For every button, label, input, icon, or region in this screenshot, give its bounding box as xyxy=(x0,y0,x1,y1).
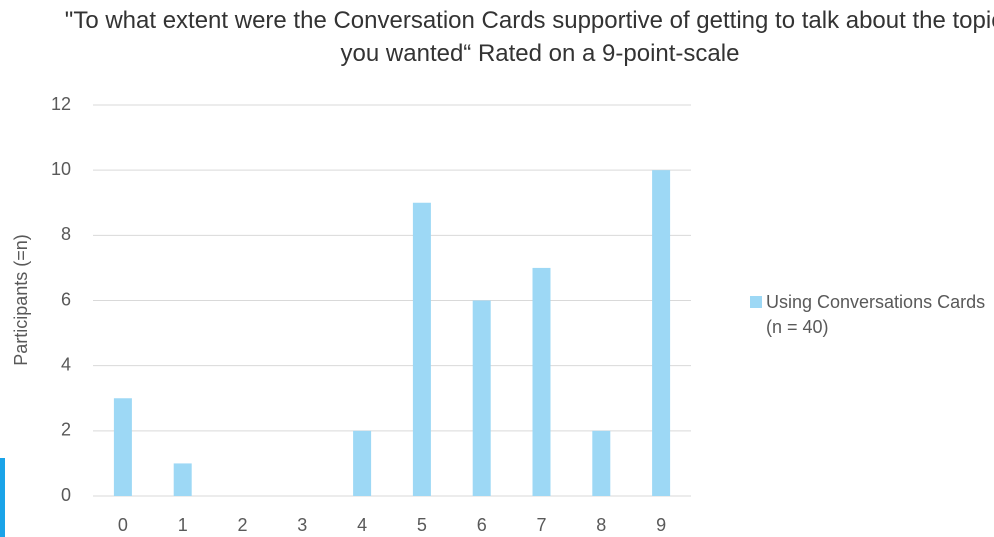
x-tick-label: 6 xyxy=(477,515,487,535)
y-tick-label: 12 xyxy=(51,94,71,114)
x-tick-label: 2 xyxy=(237,515,247,535)
y-tick-label: 8 xyxy=(61,224,71,244)
x-tick-label: 3 xyxy=(297,515,307,535)
bar xyxy=(472,300,491,496)
legend-swatch xyxy=(750,296,762,308)
side-strip xyxy=(0,458,5,537)
y-tick-label: 6 xyxy=(61,289,71,309)
chart-title: "To what extent were the Conversation Ca… xyxy=(64,7,994,67)
bar xyxy=(592,430,611,496)
legend-label: Using Conversations Cards (n = 40) xyxy=(766,292,986,337)
bar xyxy=(532,267,551,496)
bar xyxy=(652,170,671,496)
bar xyxy=(353,430,372,496)
bar xyxy=(173,463,192,496)
y-tick-label: 10 xyxy=(51,159,71,179)
x-tick-label: 4 xyxy=(357,515,367,535)
y-tick-label: 4 xyxy=(61,354,71,374)
x-tick-label: 1 xyxy=(178,515,188,535)
y-tick-label: 0 xyxy=(61,485,71,505)
bar xyxy=(113,398,132,496)
x-tick-label: 0 xyxy=(118,515,128,535)
x-tick-label: 7 xyxy=(536,515,546,535)
bar xyxy=(412,202,431,496)
legend: Using Conversations Cards (n = 40) xyxy=(750,290,990,340)
y-tick-label: 2 xyxy=(61,420,71,440)
x-tick-label: 5 xyxy=(417,515,427,535)
y-axis-label: Participants (=n) xyxy=(11,234,31,366)
x-tick-label: 9 xyxy=(656,515,666,535)
x-tick-label: 8 xyxy=(596,515,606,535)
